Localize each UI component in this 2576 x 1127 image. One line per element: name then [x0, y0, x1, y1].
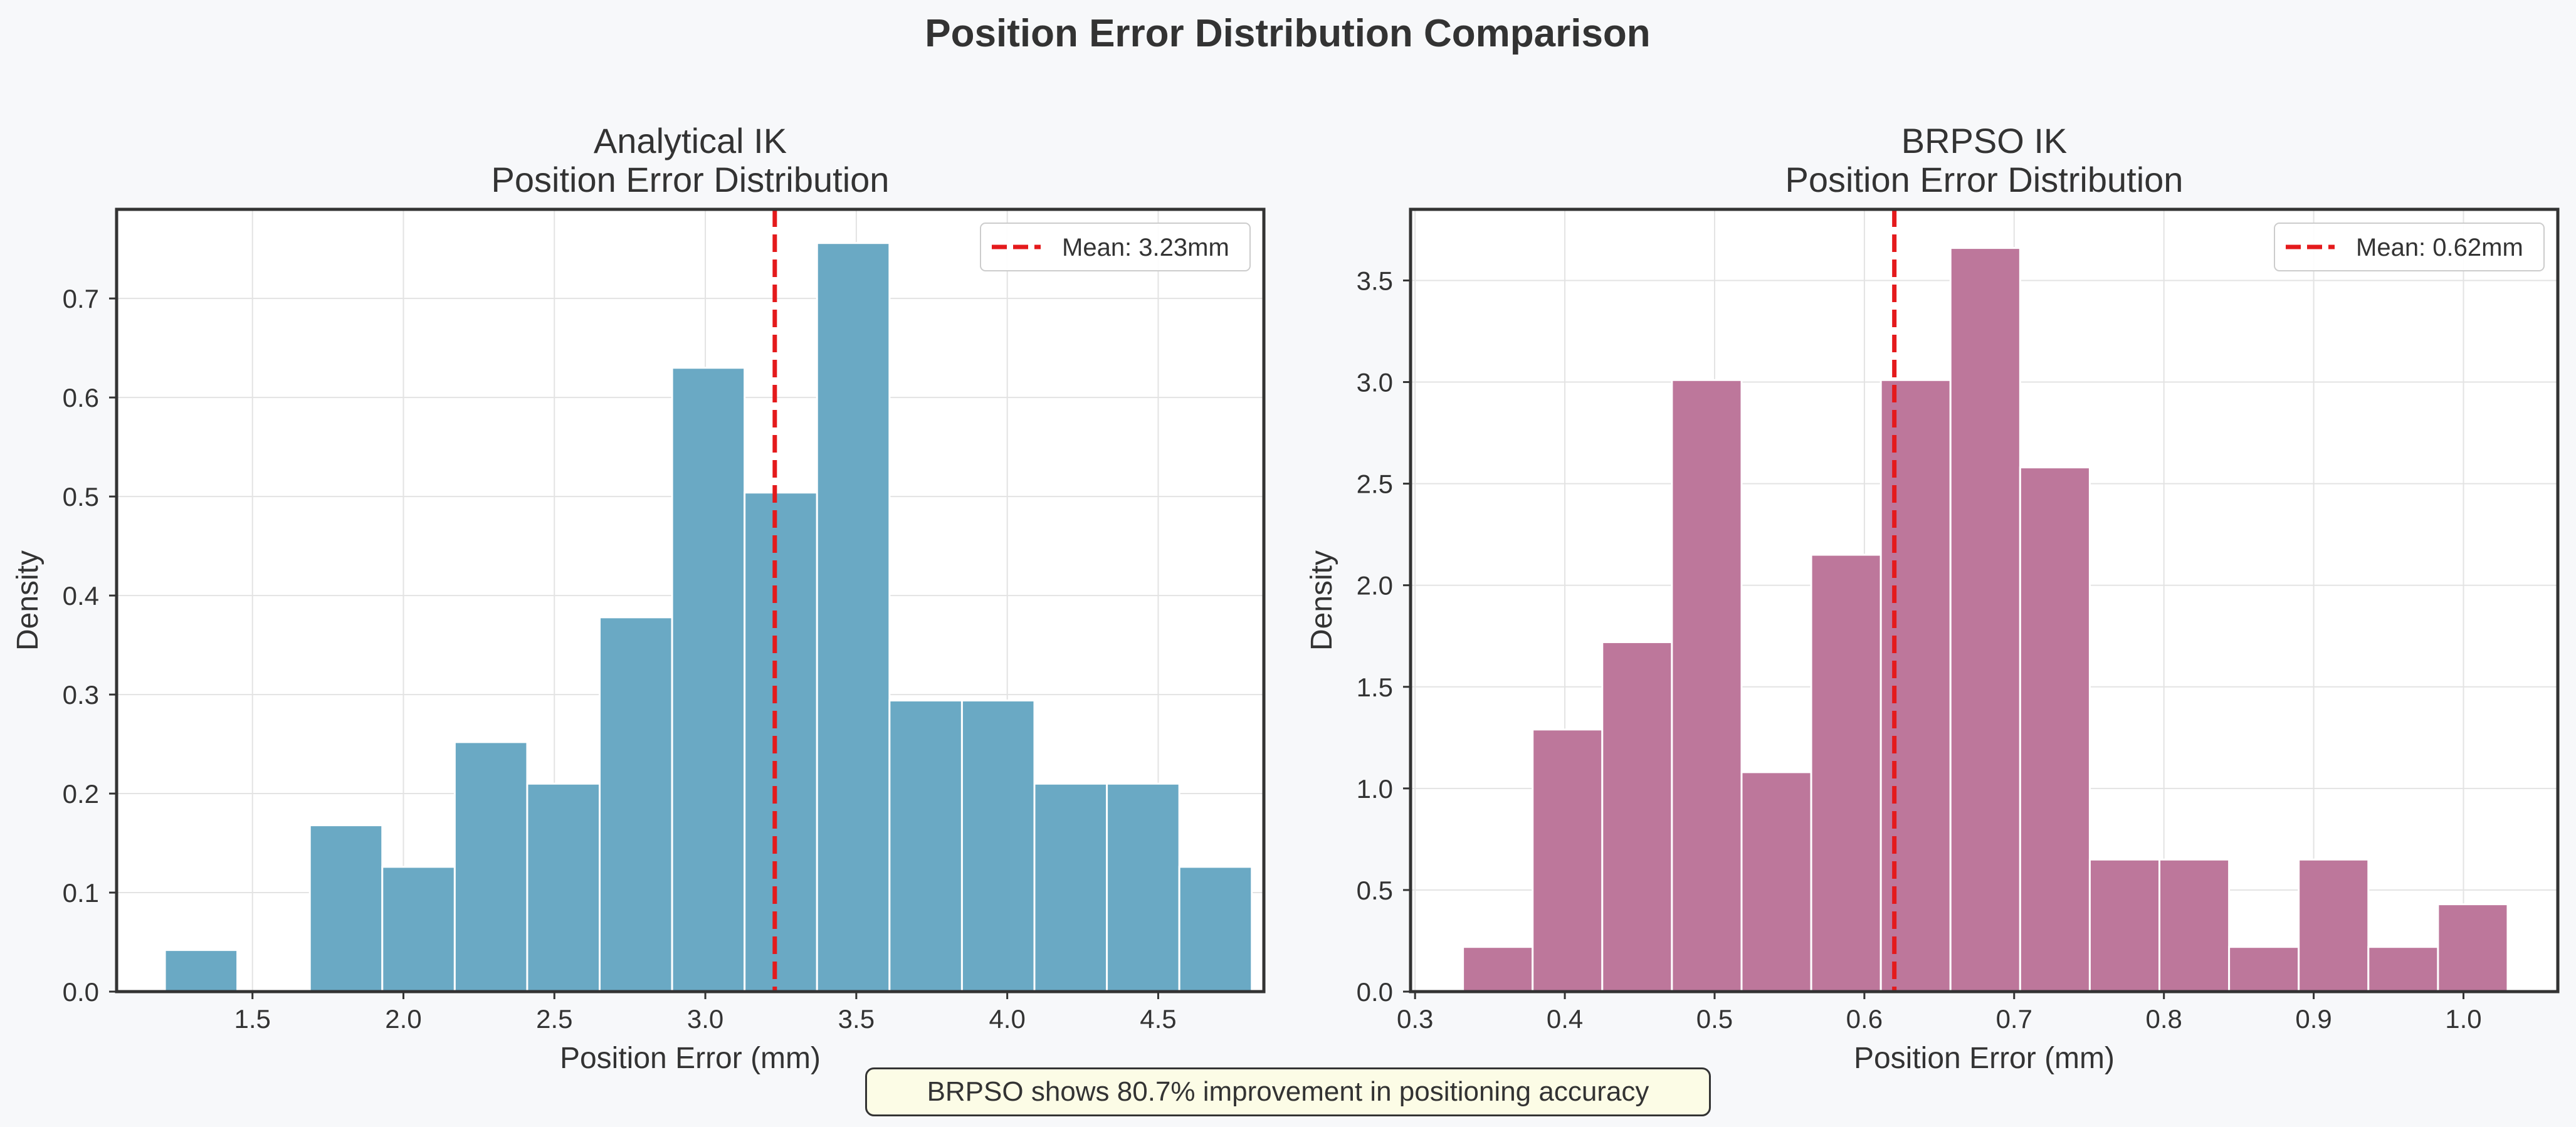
right-histogram-bar [2019, 466, 2091, 993]
left-x-tick-label: 3.5 [838, 1004, 875, 1034]
left-x-tick-label: 1.5 [234, 1004, 271, 1034]
right-histogram-bar [2228, 946, 2300, 993]
left-histogram-bar [960, 700, 1036, 993]
left-x-tick-label: 4.0 [989, 1004, 1025, 1034]
left-x-tick-label: 2.5 [536, 1004, 572, 1034]
left-x-tick-label: 2.0 [385, 1004, 421, 1034]
figure-title: Position Error Distribution Comparison [925, 12, 1650, 55]
right-histogram-bar [1601, 641, 1673, 993]
left-histogram-bar [816, 242, 891, 993]
right-legend-box [2274, 223, 2545, 271]
left-y-tick-label: 0.7 [63, 284, 99, 313]
left-histogram-bar [888, 700, 963, 993]
right-x-tick-label: 0.4 [1547, 1004, 1583, 1034]
right-axes-frame [1409, 207, 2560, 993]
left-chart-title-line: Position Error Distribution [492, 160, 890, 199]
right-y-tick-label: 3.5 [1357, 266, 1393, 295]
right-x-tick-label: 0.5 [1696, 1004, 1733, 1034]
right-chart-title-line: Position Error Distribution [1785, 160, 2184, 199]
right-x-tick-label: 0.8 [2145, 1004, 2182, 1034]
left-histogram-bar [1033, 782, 1108, 993]
left-y-axis-label: Density [11, 550, 45, 651]
right-x-tick-label: 0.3 [1397, 1004, 1433, 1034]
left-y-tick-label: 0.1 [63, 878, 99, 908]
right-x-tick-label: 0.6 [1846, 1004, 1883, 1034]
right-y-tick-label: 3.0 [1357, 368, 1393, 397]
left-histogram-bar [453, 741, 528, 993]
improvement-annotation-text: BRPSO shows 80.7% improvement in positio… [927, 1076, 1649, 1107]
left-legend-box [980, 223, 1251, 271]
right-histogram-bar [2437, 903, 2509, 993]
left-y-tick-label: 0.0 [63, 977, 99, 1007]
right-histogram-bar [1671, 379, 1743, 993]
right-histogram-bar [2088, 858, 2161, 993]
left-histogram-bar [599, 616, 673, 993]
improvement-annotation: BRPSO shows 80.7% improvement in positio… [865, 1067, 1711, 1116]
left-x-tick-label: 3.0 [687, 1004, 723, 1034]
left-histogram-bar [526, 782, 601, 993]
left-axes-frame [115, 207, 1266, 993]
right-histogram-bar [2158, 858, 2231, 993]
right-histogram-bar [1810, 553, 1882, 993]
left-histogram-bar [671, 367, 746, 993]
right-chart-title-line: BRPSO IK [1901, 121, 2068, 160]
left-chart-title-line: Analytical IK [594, 121, 787, 160]
right-y-axis-label: Density [1305, 550, 1338, 651]
left-y-tick-label: 0.3 [63, 680, 99, 710]
left-legend-label: Mean: 3.23mm [1062, 234, 1229, 261]
left-chart: 1.5 2.0 2.5 3.0 3.5 4.0 4.5 0.0 0.1 0.2 0.3 0.4 0.5 0… [11, 121, 1266, 1075]
right-y-tick-label: 2.5 [1357, 469, 1393, 499]
right-histogram-bar [1532, 728, 1604, 993]
left-histogram-bar [308, 824, 384, 993]
left-y-tick-label: 0.2 [63, 779, 99, 809]
right-histogram-bar [2367, 946, 2439, 993]
right-histogram-bar [1740, 771, 1812, 993]
left-histogram-bar [164, 949, 239, 993]
left-x-axis-label: Position Error (mm) [560, 1042, 821, 1075]
right-y-tick-label: 0.0 [1357, 977, 1393, 1007]
left-y-tick-label: 0.5 [63, 482, 99, 511]
right-x-tick-label: 1.0 [2445, 1004, 2481, 1034]
left-histogram-bar [744, 491, 818, 993]
right-x-tick-label: 0.7 [1996, 1004, 2032, 1034]
left-histogram-bar [381, 866, 456, 993]
left-y-tick-label: 0.6 [63, 383, 99, 412]
right-chart: 0.3 0.4 0.5 0.6 0.7 0.8 0.9 1.0 0.0 0.5 1.0 1.5 2.0 2… [1305, 121, 2560, 1075]
right-histogram-bar [1879, 379, 1952, 993]
right-y-tick-label: 1.0 [1357, 774, 1393, 804]
right-x-tick-label: 0.9 [2295, 1004, 2332, 1034]
right-y-tick-label: 1.5 [1357, 673, 1393, 702]
left-x-tick-label: 4.5 [1140, 1004, 1176, 1034]
right-legend-label: Mean: 0.62mm [2356, 234, 2523, 261]
right-y-tick-label: 2.0 [1357, 571, 1393, 600]
left-histogram-bar [1106, 782, 1180, 993]
left-histogram-bar [1178, 866, 1253, 993]
right-histogram-bar [1949, 247, 2021, 993]
right-histogram-bar [1462, 946, 1534, 993]
right-y-tick-label: 0.5 [1357, 876, 1393, 905]
left-y-tick-label: 0.4 [63, 581, 99, 611]
right-histogram-bar [2298, 858, 2370, 993]
right-x-axis-label: Position Error (mm) [1854, 1042, 2115, 1075]
